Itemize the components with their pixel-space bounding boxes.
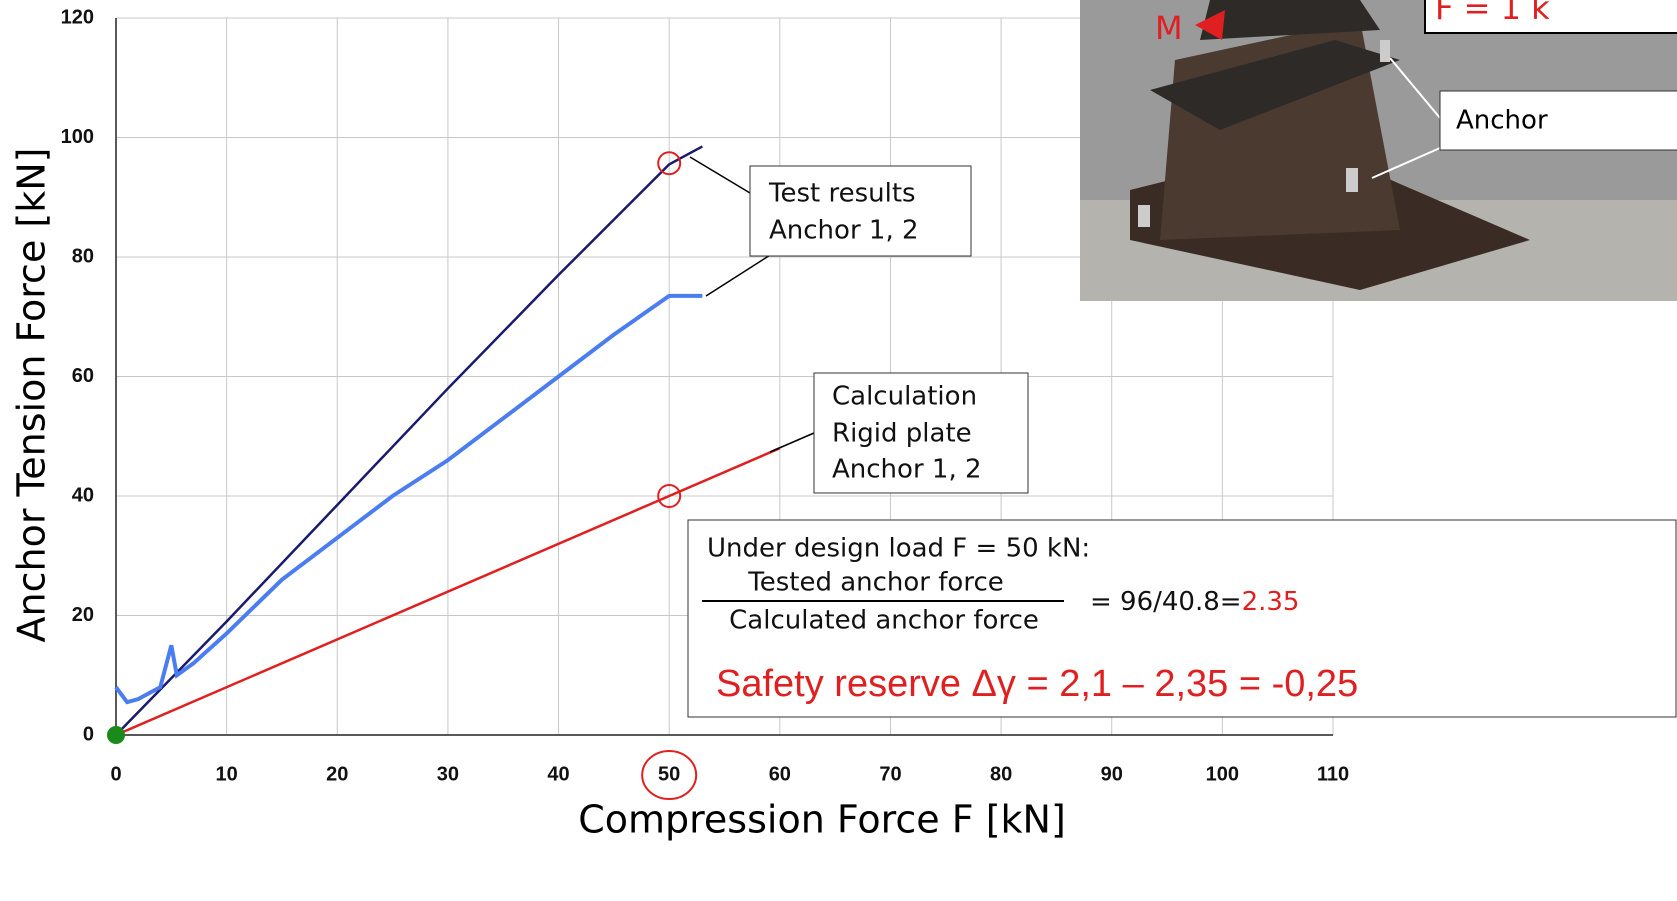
x-axis-label: Compression Force F [kN]	[578, 798, 1066, 842]
conclusion: Safety reserve Δγ = 2,1 – 2,35 = -0,25	[716, 663, 1358, 705]
photo: M F = 1 k Anchor	[1080, 0, 1677, 301]
x-tick-label: 110	[1317, 763, 1349, 785]
x-tick-label: 90	[1101, 763, 1123, 785]
x-tick-label: 10	[216, 763, 238, 785]
formula-intro: Under design load F = 50 kN:	[707, 534, 1090, 564]
x-tick-label: 30	[437, 763, 459, 785]
x-tick-label: 100	[1206, 763, 1239, 785]
x-tick-label: 80	[990, 763, 1012, 785]
formula-denominator: Calculated anchor force	[729, 606, 1039, 636]
formula-numerator: Tested anchor force	[747, 568, 1003, 598]
y-tick-label: 100	[61, 126, 94, 148]
x-tick-label: 0	[110, 763, 121, 785]
photo-label: M	[1155, 9, 1183, 47]
callout-text: Rigid plate	[832, 419, 972, 449]
chart: 0 20 40 60 80 100 120 0 10 20 30 40 50 60 70 80 90 100 110…	[0, 0, 1677, 901]
x-tick-label: 40	[547, 763, 569, 785]
data-line	[116, 296, 702, 702]
y-tick-label: 40	[72, 484, 94, 506]
leader-line	[690, 157, 750, 193]
y-tick-label: 60	[72, 365, 94, 387]
formula-value: 2.35	[1242, 587, 1300, 617]
x-tick-label: 50	[658, 763, 680, 785]
leader-line	[706, 252, 775, 296]
y-tick-label: 80	[72, 245, 94, 267]
y-tick-label: 120	[61, 6, 94, 28]
photo-label: F = 1 k	[1435, 0, 1550, 27]
y-tick-label: 20	[72, 604, 94, 626]
leader-line	[770, 433, 814, 452]
origin-dot	[107, 726, 125, 744]
y-tick-label: 0	[83, 723, 94, 745]
callout-text: Anchor 1, 2	[832, 455, 982, 485]
photo-label: Anchor	[1456, 106, 1548, 136]
callout-text: Anchor 1, 2	[769, 216, 919, 246]
data-line	[116, 146, 702, 735]
x-tick-label: 70	[879, 763, 901, 785]
x-tick-label: 20	[326, 763, 348, 785]
formula-result: = 96/40.8=2.35	[1090, 587, 1299, 617]
x-tick-label: 60	[769, 763, 791, 785]
formula-prefix: = 96/40.8=	[1090, 587, 1242, 617]
callout-text: Calculation	[832, 382, 977, 412]
y-axis-label: Anchor Tension Force [kN]	[10, 148, 54, 643]
callout-text: Test results	[768, 179, 916, 209]
